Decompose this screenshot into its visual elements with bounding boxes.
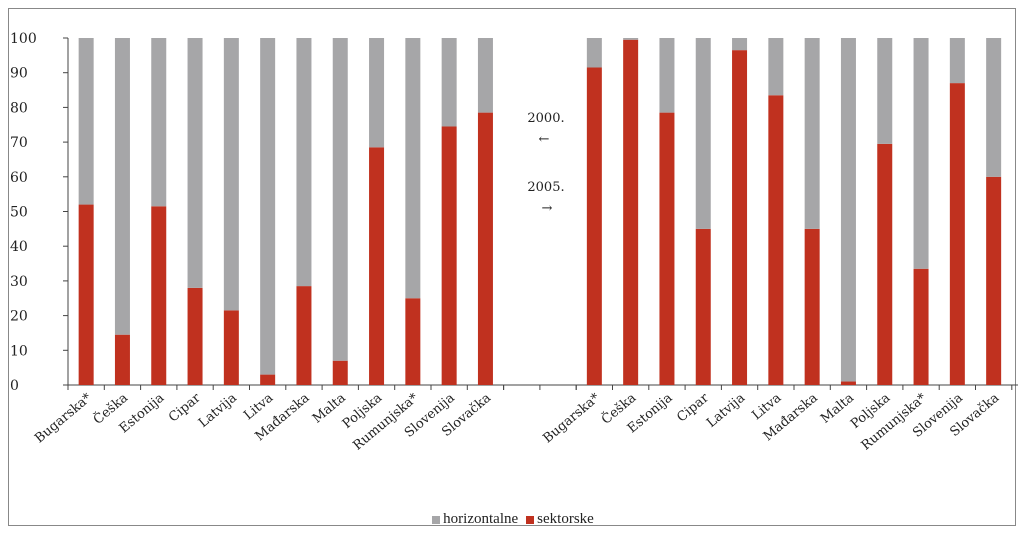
legend-swatch-sektorske — [526, 515, 535, 524]
annotation-year-2005: 2005. — [527, 180, 564, 195]
bar-sektorske — [877, 143, 893, 385]
bar-sektorske — [804, 228, 820, 385]
bar-horizontalne — [586, 38, 602, 68]
y-tick-label: 20 — [10, 309, 28, 325]
annotation-layer: 2000. ← 2005. → — [527, 111, 564, 216]
bar-sektorske — [405, 298, 421, 385]
bar-horizontalne — [623, 38, 639, 40]
legend-label-horizontalne: horizontalne — [443, 511, 519, 527]
bar-horizontalne — [768, 38, 784, 96]
y-tick-label: 80 — [10, 100, 28, 116]
bar-sektorske — [840, 381, 856, 385]
bar-horizontalne — [659, 38, 675, 113]
bar-horizontalne — [296, 38, 312, 287]
bar-sektorske — [114, 334, 130, 385]
y-tick-label: 90 — [10, 66, 28, 82]
annotation-arrow-left: ← — [539, 132, 550, 147]
bar-horizontalne — [913, 38, 929, 269]
bar-sektorske — [586, 67, 602, 386]
bar-sektorske — [187, 287, 203, 385]
legend: horizontalne sektorske — [0, 511, 1026, 528]
bar-horizontalne — [695, 38, 711, 229]
bar-sektorske — [986, 176, 1002, 385]
bar-sektorske — [913, 268, 929, 385]
y-tick-label: 30 — [10, 274, 28, 290]
bar-sektorske — [732, 50, 748, 386]
x-tick-label: Bugarska* — [32, 390, 95, 446]
legend-swatch-horizontalne — [432, 515, 441, 524]
bar-horizontalne — [804, 38, 820, 229]
bar-horizontalne — [223, 38, 239, 311]
bar-horizontalne — [732, 38, 748, 51]
bar-sektorske — [260, 374, 276, 385]
bar-horizontalne — [187, 38, 203, 288]
annotation-arrow-right: → — [542, 201, 553, 216]
y-tick-label: 40 — [10, 239, 28, 255]
bar-sektorske — [768, 95, 784, 385]
bar-sektorske — [477, 112, 493, 385]
bar-sektorske — [332, 360, 348, 385]
y-tick-label: 0 — [10, 378, 19, 394]
bar-horizontalne — [877, 38, 893, 144]
y-tick-label: 100 — [10, 31, 37, 47]
bar-horizontalne — [369, 38, 385, 148]
bar-sektorske — [949, 83, 965, 386]
bar-horizontalne — [986, 38, 1002, 177]
y-tick-label: 70 — [10, 135, 28, 151]
annotation-year-2000: 2000. — [527, 111, 564, 126]
bar-sektorske — [623, 39, 639, 386]
bar-horizontalne — [114, 38, 130, 335]
bar-sektorske — [441, 126, 457, 386]
bar-sektorske — [223, 310, 239, 385]
bar-sektorske — [659, 112, 675, 385]
bar-horizontalne — [477, 38, 493, 113]
y-tick-label: 10 — [10, 343, 28, 359]
bar-horizontalne — [78, 38, 94, 205]
legend-label-sektorske: sektorske — [537, 511, 594, 527]
x-tick-label: Bugarska* — [540, 390, 603, 446]
x-tick-label: Latvija — [704, 390, 748, 431]
bar-horizontalne — [405, 38, 421, 299]
bar-sektorske — [296, 286, 312, 385]
y-tick-label: 60 — [10, 170, 28, 186]
bar-horizontalne — [332, 38, 348, 361]
bar-horizontalne — [260, 38, 276, 375]
bar-horizontalne — [441, 38, 457, 127]
legend-item-horizontalne: horizontalne — [432, 511, 518, 528]
bar-horizontalne — [840, 38, 856, 382]
bar-sektorske — [151, 206, 167, 385]
bar-layer — [78, 38, 1002, 386]
legend-item-sektorske: sektorske — [526, 511, 594, 528]
bar-sektorske — [78, 204, 94, 385]
bar-horizontalne — [151, 38, 167, 207]
bar-horizontalne — [949, 38, 965, 84]
x-tick-label: Latvija — [196, 390, 240, 431]
bar-sektorske — [369, 147, 385, 385]
bar-sektorske — [695, 228, 711, 385]
y-tick-label: 50 — [10, 205, 28, 221]
